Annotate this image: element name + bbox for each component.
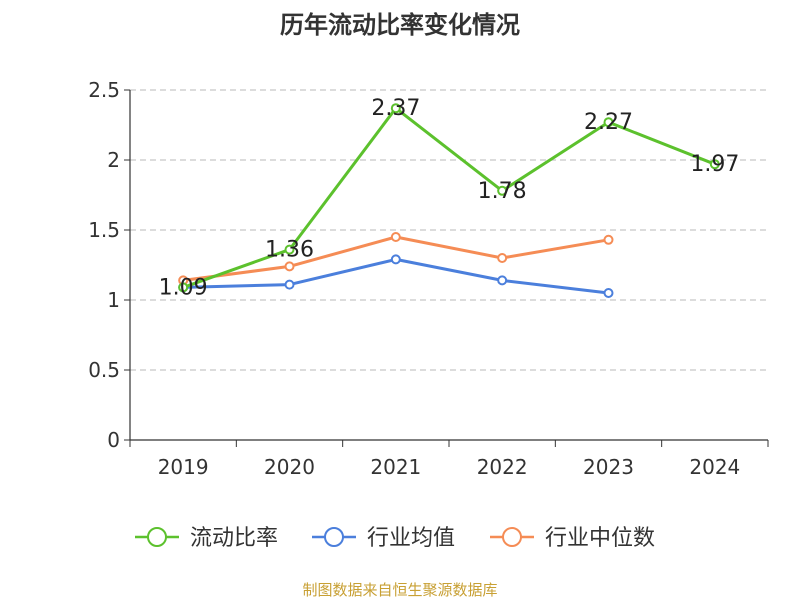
y-tick-label: 2: [107, 148, 120, 172]
data-label: 2.37: [371, 96, 420, 121]
y-tick-label: 1: [107, 288, 120, 312]
legend-label: 行业中位数: [545, 526, 655, 551]
data-point: [603, 117, 614, 128]
data-point: [390, 232, 401, 242]
y-tick-label: 0: [107, 428, 120, 452]
x-tick-label: 2022: [477, 455, 528, 479]
legend-marker: [502, 527, 522, 547]
chart-title: 历年流动比率变化情况: [280, 11, 520, 39]
x-tick-label: 2023: [583, 455, 634, 479]
data-point: [497, 185, 508, 196]
data-label: 1.36: [265, 238, 314, 263]
y-tick-label: 1.5: [88, 218, 120, 242]
data-point: [390, 103, 401, 114]
data-point: [603, 288, 614, 298]
legend-label: 行业均值: [367, 526, 455, 551]
legend-marker: [324, 527, 344, 547]
data-label: 2.27: [584, 110, 633, 135]
data-point: [284, 261, 295, 272]
data-point: [497, 275, 508, 286]
source-note: 制图数据来自恒生聚源数据库: [302, 581, 497, 599]
x-tick-label: 2020: [264, 455, 315, 479]
legend-label: 流动比率: [190, 526, 278, 551]
legend-marker: [147, 527, 167, 547]
y-tick-label: 0.5: [88, 358, 120, 382]
x-tick-label: 2019: [158, 455, 209, 479]
data-point: [709, 159, 720, 170]
data-point: [284, 279, 295, 290]
data-label: 1.09: [159, 275, 208, 300]
series-line-0: [182, 106, 716, 289]
x-tick-label: 2021: [370, 455, 421, 479]
data-label: 1.78: [478, 179, 527, 204]
data-point: [603, 234, 614, 245]
y-tick-label: 2.5: [88, 78, 120, 102]
data-point: [390, 254, 401, 265]
x-tick-label: 2024: [689, 455, 740, 479]
data-point: [497, 253, 508, 263]
data-label: 1.97: [690, 152, 739, 177]
data-point: [284, 244, 295, 255]
data-point: [178, 282, 189, 293]
